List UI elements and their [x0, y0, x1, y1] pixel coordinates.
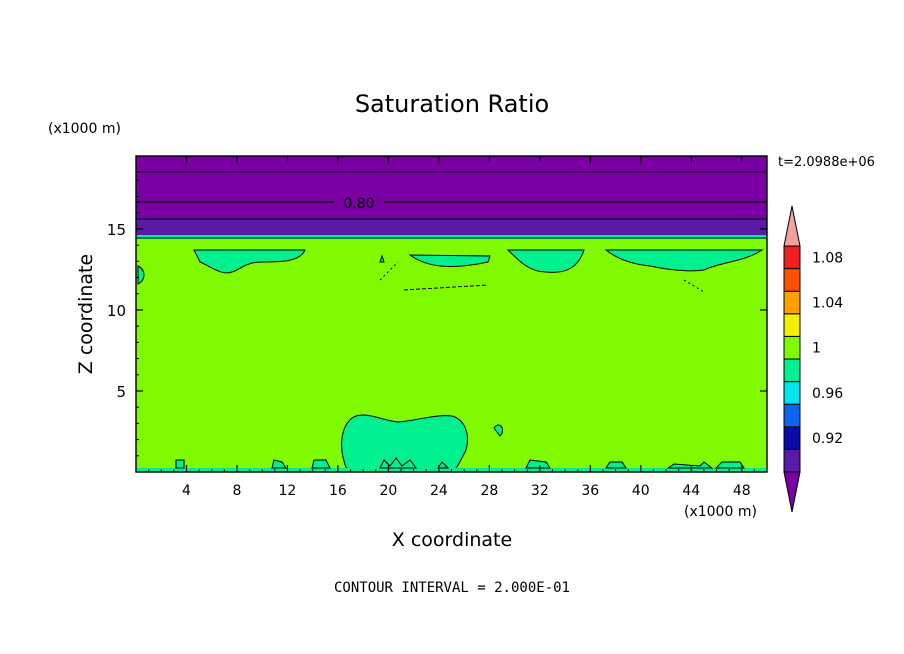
moist-patch — [379, 254, 385, 263]
colorbar-segment — [783, 290, 801, 315]
ground-patch — [311, 459, 331, 469]
colorbar-arrow-high — [783, 205, 801, 247]
ground-patch — [437, 461, 450, 469]
colorbar-label: 0.92 — [812, 431, 843, 447]
y-tick-label: 5 — [116, 383, 126, 401]
colorbar-labels: 0.92 0.96 1 1.04 1.08 — [812, 250, 843, 447]
ground-patch — [271, 459, 287, 469]
contour-trace — [403, 284, 489, 291]
low-moist-patch — [341, 414, 468, 473]
moist-patch — [193, 249, 306, 274]
colorbar-segment — [783, 335, 801, 360]
ground-patch — [714, 461, 745, 469]
y-axis-label: Z coordinate — [75, 254, 97, 374]
time-label: t=2.0988e+06 — [778, 155, 875, 170]
x-tick-label: 24 — [430, 483, 448, 499]
moist-patch — [506, 249, 585, 273]
contour-trace — [379, 261, 399, 281]
moist-patch — [604, 249, 764, 272]
moist-patch — [137, 265, 145, 285]
colorbar-segment — [783, 268, 801, 292]
chart-title: Saturation Ratio — [355, 90, 549, 118]
y-tick-label: 10 — [107, 302, 126, 320]
x-tick-label: 32 — [531, 483, 549, 499]
ground-patch — [175, 459, 185, 469]
cyan-stripe — [136, 235, 767, 239]
x-tick-label: 16 — [329, 483, 347, 499]
colorbar-segment — [783, 313, 801, 337]
contour-label: 0.80 — [343, 196, 374, 212]
x-tick-label: 12 — [279, 483, 297, 499]
plot-area: 0.80 — [135, 155, 768, 473]
x-tick-label: 40 — [632, 483, 650, 499]
colorbar-segment — [783, 381, 801, 405]
contour-interval-note: CONTOUR INTERVAL = 2.000E-01 — [334, 580, 570, 596]
colorbar-label: 0.96 — [812, 386, 843, 402]
ground-patch — [666, 461, 714, 469]
x-tick-label: 8 — [232, 483, 241, 499]
colorbar-segment — [783, 448, 801, 473]
x-tick-label: 48 — [733, 483, 751, 499]
colorbar-segment — [783, 426, 801, 450]
colorbar-segment — [783, 403, 801, 428]
colorbar-segment — [783, 358, 801, 383]
x-axis: 4 8 12 16 20 24 28 32 36 40 44 48 — [148, 156, 755, 499]
contour-trace — [683, 279, 705, 293]
colorbar-segment — [783, 245, 801, 270]
x-tick-label: 36 — [581, 483, 599, 499]
x-tick-label: 20 — [379, 483, 397, 499]
colorbar-label: 1.04 — [812, 296, 843, 312]
colorbar-arrow-low — [783, 471, 801, 513]
moist-patch — [493, 424, 503, 437]
y-tick-label: 15 — [107, 221, 126, 239]
ground-patch — [525, 459, 551, 469]
x-tick-label: 44 — [682, 483, 700, 499]
x-unit-label: (x1000 m) — [684, 504, 757, 520]
x-tick-label: 4 — [182, 483, 191, 499]
moist-patch — [408, 254, 491, 267]
colorbar-label: 1.08 — [812, 250, 843, 266]
colorbar — [783, 205, 801, 513]
x-axis-label: X coordinate — [392, 529, 512, 551]
y-unit-label: (x1000 m) — [48, 121, 121, 137]
transition-band — [136, 218, 767, 235]
colorbar-label: 1 — [812, 341, 821, 357]
y-axis: 5 10 15 — [107, 179, 767, 457]
ground-patch — [605, 461, 627, 469]
x-tick-label: 28 — [480, 483, 498, 499]
